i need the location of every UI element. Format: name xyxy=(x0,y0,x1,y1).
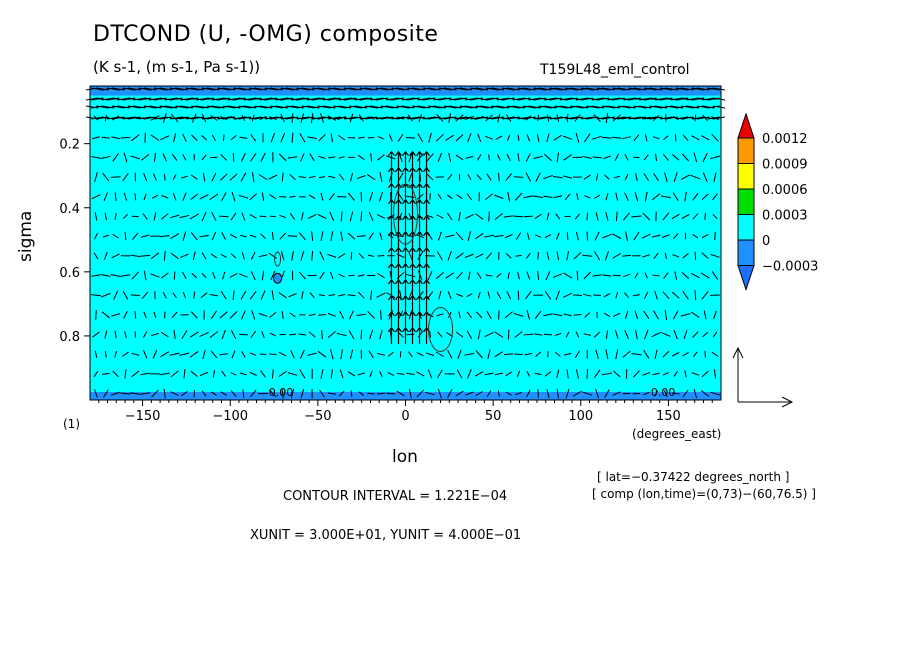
colorbar-segment xyxy=(737,214,755,241)
x-tick-label: −50 xyxy=(304,409,331,424)
x-tick-label: −100 xyxy=(212,409,248,424)
colorbar-segment xyxy=(737,163,755,190)
contour-label: 0.00 xyxy=(269,386,294,399)
x-tick-label: 150 xyxy=(656,409,681,424)
negative-contour xyxy=(273,272,283,284)
y-tick-label: 0.8 xyxy=(59,330,80,345)
contour-interval: CONTOUR INTERVAL = 1.221E−04 xyxy=(283,489,508,504)
y-tick-label: 0.2 xyxy=(59,138,80,153)
colorbar-segment xyxy=(737,137,755,164)
upper-band-gap xyxy=(90,95,721,102)
colorbar-label: 0.0009 xyxy=(762,158,808,173)
contour-line xyxy=(274,251,282,267)
chart-title: DTCOND (U, -OMG) composite xyxy=(93,22,439,47)
updraft-vectors xyxy=(387,150,431,344)
colorbar-under-arrow xyxy=(737,265,755,292)
x-tick-label: 50 xyxy=(485,409,502,424)
y-tick-label: 0.6 xyxy=(59,266,80,281)
upper-level-vectors xyxy=(85,87,726,120)
colorbar-segment xyxy=(737,239,755,266)
x-axis-units: (degrees_east) xyxy=(632,427,722,441)
run-name: T159L48_eml_control xyxy=(540,62,690,78)
colorbar-label: 0 xyxy=(762,234,770,249)
contour-line xyxy=(428,307,454,353)
colorbar-over-arrow xyxy=(737,112,755,139)
x-tick-label: 100 xyxy=(568,409,593,424)
reference-vector-vertical xyxy=(732,346,744,402)
vector-units: XUNIT = 3.000E+01, YUNIT = 4.000E−01 xyxy=(250,528,522,543)
x-tick-label: 0 xyxy=(401,409,409,424)
colorbar-label: 0.0012 xyxy=(762,132,808,147)
upper-negative-band xyxy=(90,86,721,96)
reference-vector-horizontal xyxy=(738,396,794,408)
contour-label: 0.00 xyxy=(651,386,676,399)
info-composite: [ comp (lon,time)=(0,73)−(60,76.5) ] xyxy=(592,487,816,501)
colorbar-label: 0.0006 xyxy=(762,183,808,198)
contour-line xyxy=(393,183,418,245)
colorbar-label: 0.0003 xyxy=(762,209,808,224)
level-marker: (1) xyxy=(63,417,80,431)
x-tick-label: −150 xyxy=(125,409,161,424)
colorbar-label: −0.0003 xyxy=(762,260,818,275)
x-axis-label: lon xyxy=(392,447,418,467)
surface-negative-band xyxy=(90,392,721,400)
info-latitude: [ lat=−0.37422 degrees_north ] xyxy=(597,470,790,484)
chart-subtitle: (K s-1, (m s-1, Pa s-1)) xyxy=(93,58,261,76)
y-tick-label: 0.4 xyxy=(59,202,80,217)
colorbar-segment xyxy=(737,188,755,215)
